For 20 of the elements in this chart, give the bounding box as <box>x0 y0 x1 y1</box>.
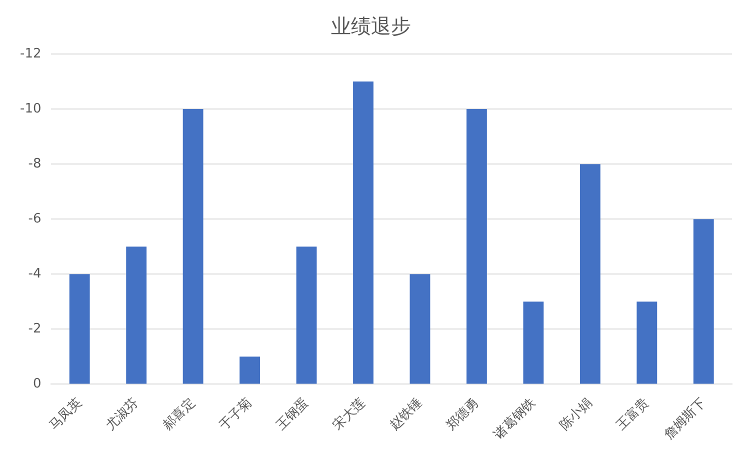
x-tick-label: 王富贵 <box>613 394 652 434</box>
x-tick-label: 王钢蛋 <box>274 395 312 434</box>
y-tick-label: -12 <box>20 46 42 62</box>
x-tick-label: 陈小娟 <box>557 395 596 434</box>
x-tick-label: 詹姆斯下 <box>661 395 709 443</box>
y-tick-label: -2 <box>28 322 42 337</box>
y-tick-label: 0 <box>32 376 42 392</box>
y-tick-label: -8 <box>28 156 42 172</box>
x-tick-label: 于子菊 <box>216 395 256 434</box>
y-tick-label: -6 <box>28 211 42 226</box>
y-tick-label: -4 <box>28 266 42 282</box>
x-tick-label: 郑德勇 <box>444 395 482 434</box>
x-tick-label: 马凤英 <box>46 395 85 434</box>
x-tick-label: 赵铁锤 <box>387 395 426 434</box>
x-tick-label: 尤淑芬 <box>103 395 142 434</box>
x-tick-label: 郝喜定 <box>160 395 198 434</box>
x-tick-label: 宋大莲 <box>330 394 368 434</box>
y-tick-label: -10 <box>20 101 42 116</box>
chart-title: 业绩退步 <box>331 14 411 38</box>
x-tick-label: 诸葛钢铁 <box>491 395 539 443</box>
